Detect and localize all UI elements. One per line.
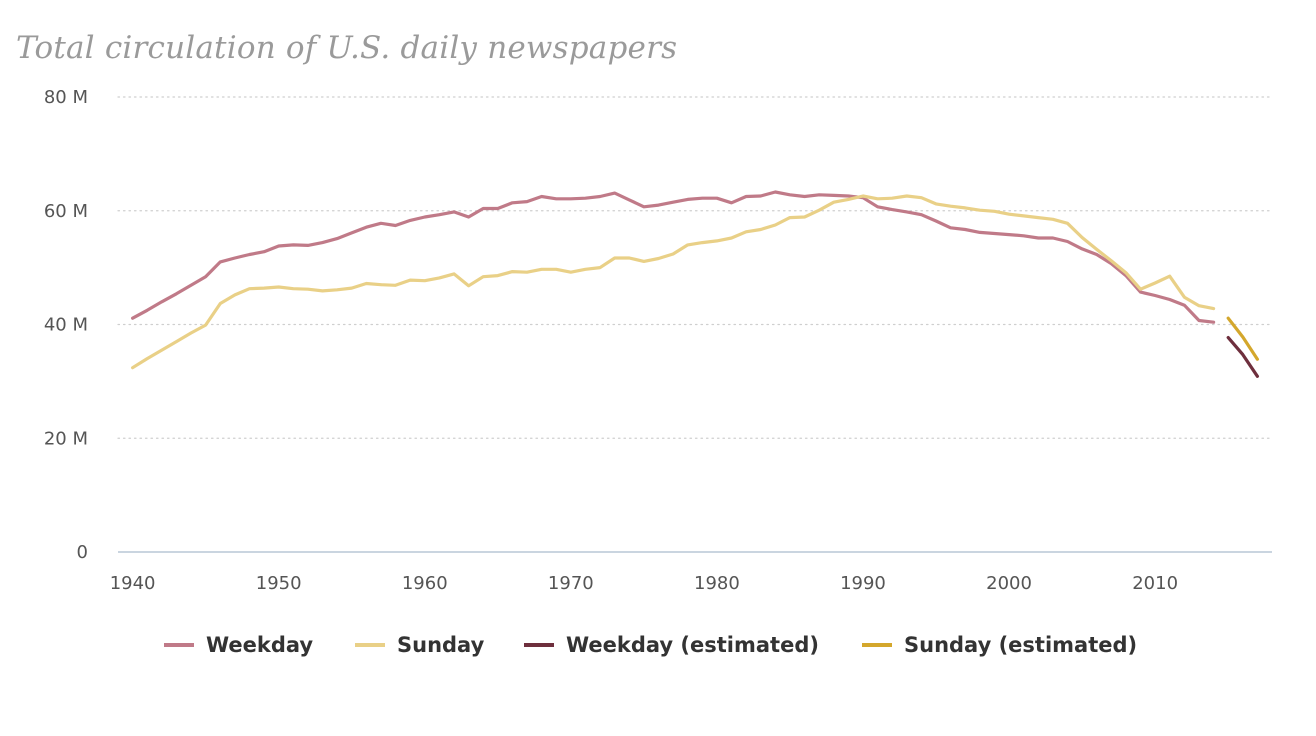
x-axis-labels: 1940 1950 1960 1970 1980 1990 2000 2010 xyxy=(110,573,1178,594)
y-tick-label: 60 M xyxy=(44,201,88,222)
series-line-weekday xyxy=(131,190,1216,324)
legend-label: Sunday xyxy=(397,633,485,657)
x-tick-label: 1970 xyxy=(548,573,594,594)
grid-lines xyxy=(117,96,1273,439)
x-tick-label: 1980 xyxy=(694,573,740,594)
y-tick-label: 40 M xyxy=(44,315,88,336)
y-tick-label: 20 M xyxy=(44,428,88,449)
legend-label: Weekday xyxy=(206,633,313,657)
series-line-sunday xyxy=(131,194,1216,370)
legend-label: Weekday (estimated) xyxy=(566,633,819,657)
x-tick-label: 2010 xyxy=(1132,573,1178,594)
series-lines xyxy=(131,190,1260,378)
x-tick-label: 1950 xyxy=(256,573,302,594)
y-tick-label: 80 M xyxy=(44,87,88,108)
legend: Weekday Sunday Weekday (estimated) Sunday (… xyxy=(164,633,1137,657)
x-tick-label: 2000 xyxy=(986,573,1032,594)
x-tick-label: 1940 xyxy=(110,573,156,594)
chart-title: Total circulation of U.S. daily newspape… xyxy=(16,30,678,66)
legend-label: Sunday (estimated) xyxy=(904,633,1137,657)
y-axis-labels: 0 20 M 40 M 60 M 80 M xyxy=(44,87,88,563)
x-tick-label: 1990 xyxy=(840,573,886,594)
x-tick-label: 1960 xyxy=(402,573,448,594)
y-tick-label: 0 xyxy=(77,542,88,563)
series-line-weekday-estimated xyxy=(1226,336,1260,378)
series-line-sunday-estimated xyxy=(1226,316,1260,361)
